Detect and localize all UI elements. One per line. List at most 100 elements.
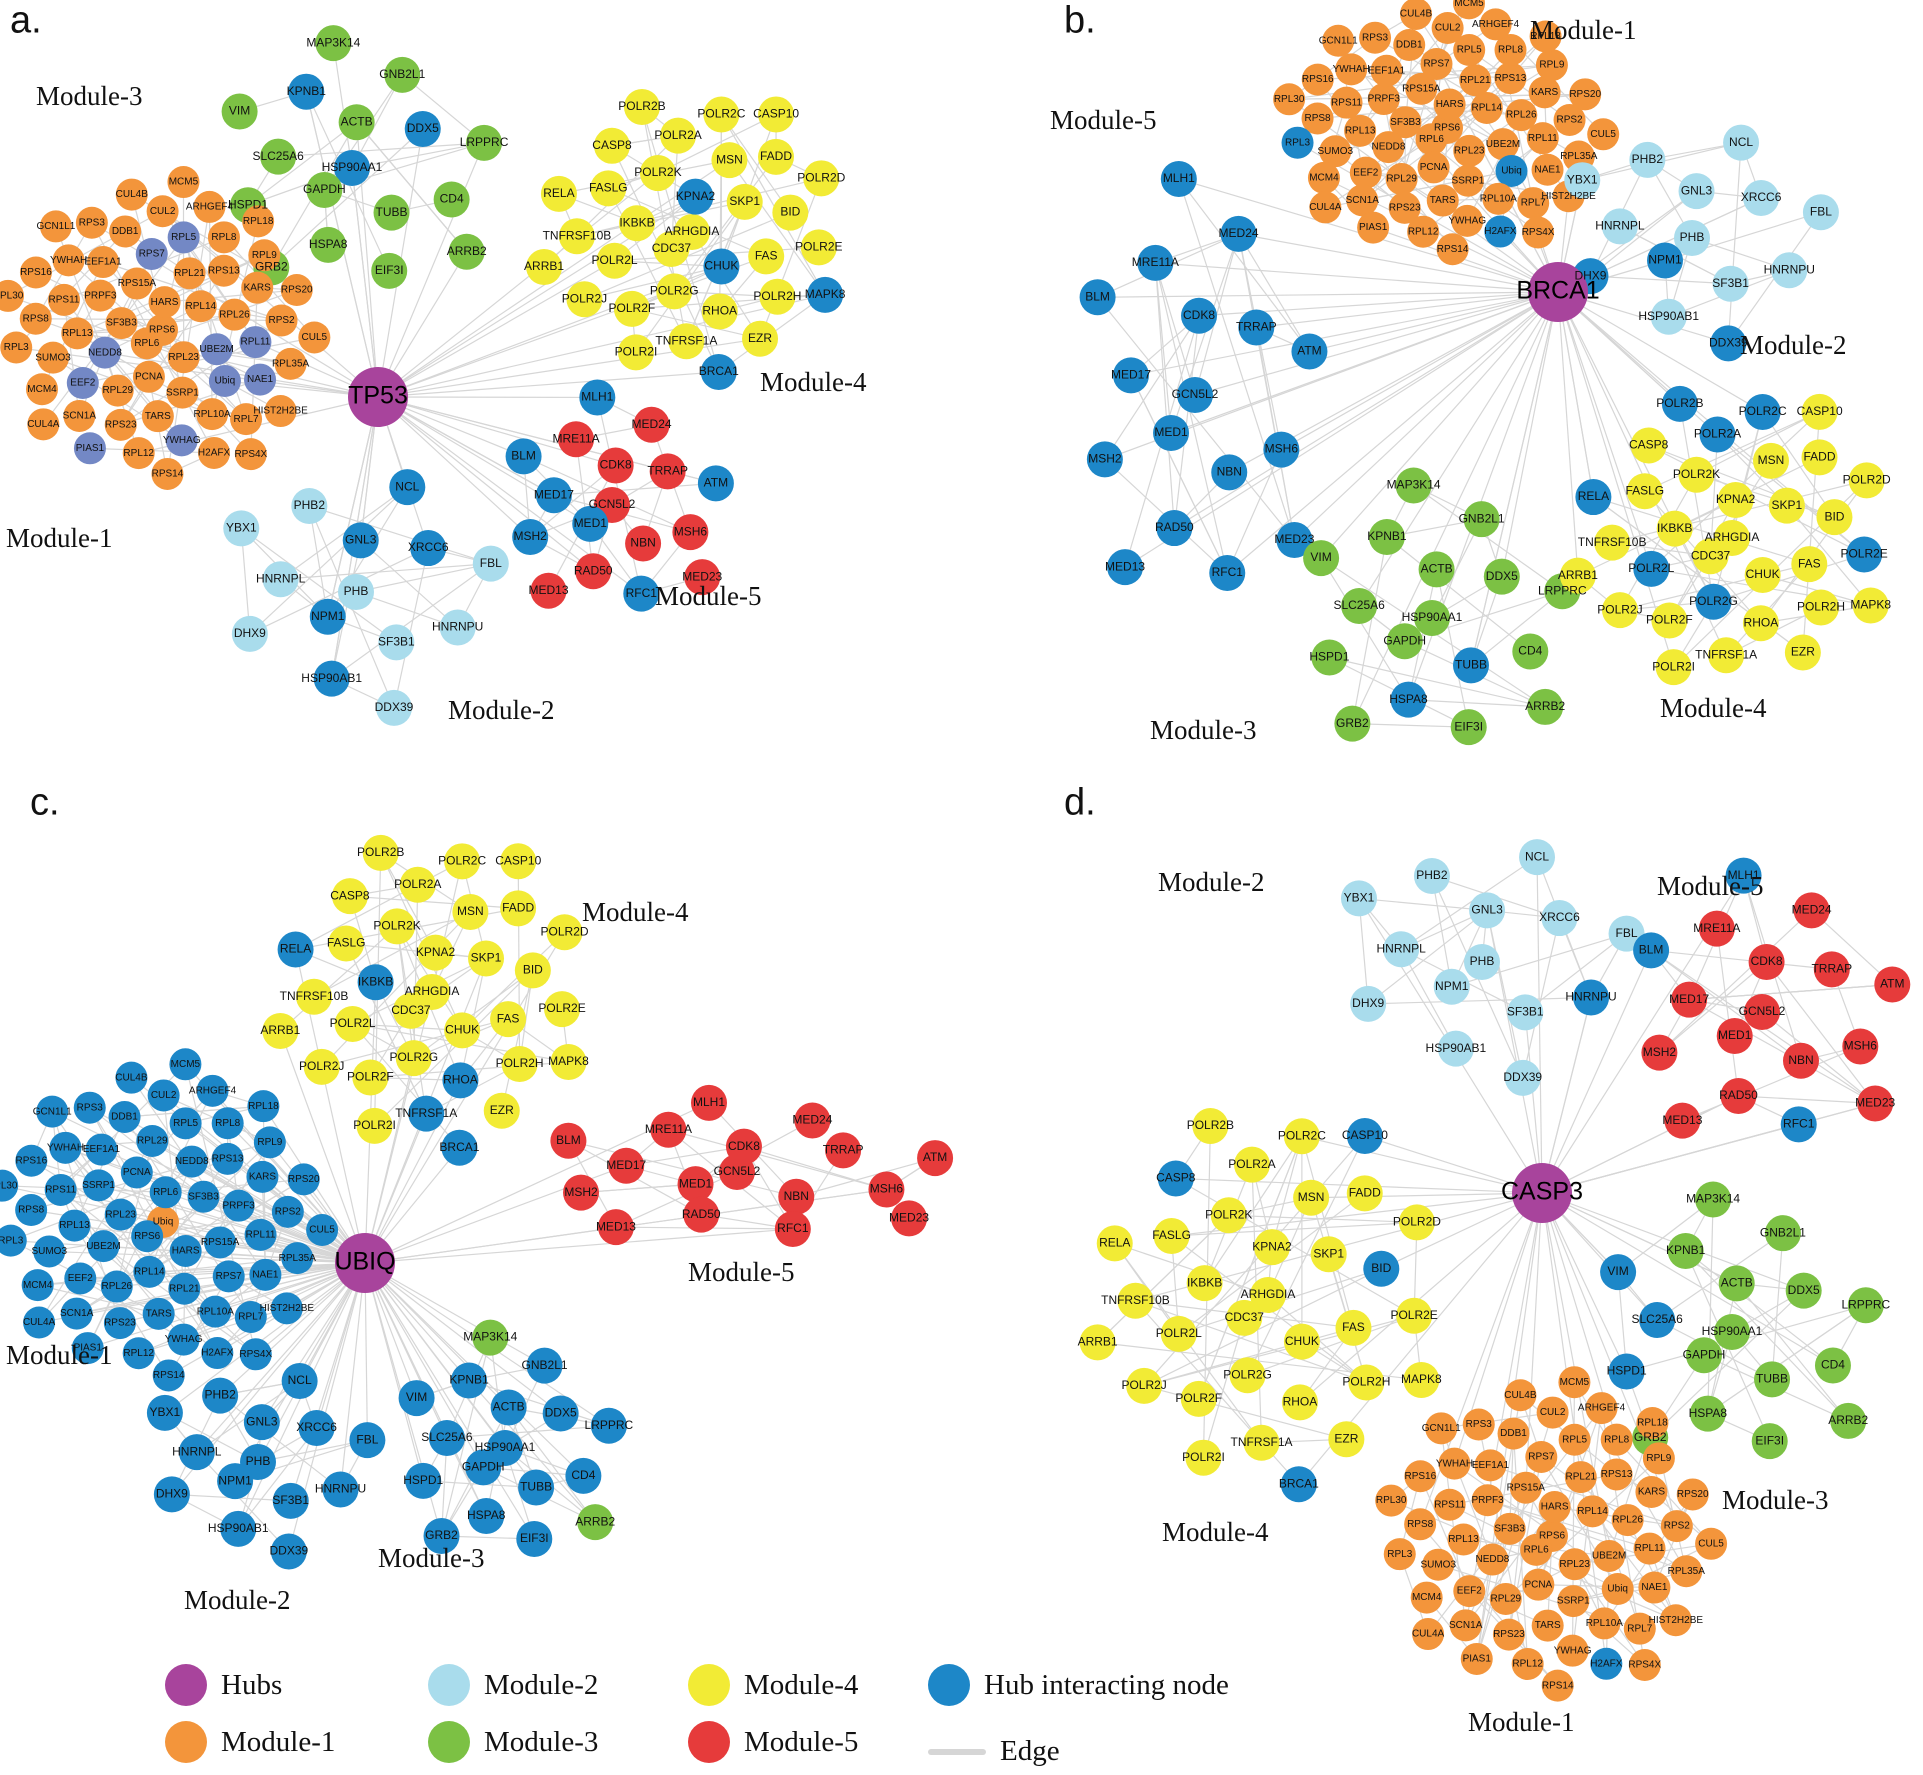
node-RPL12[interactable] bbox=[122, 437, 155, 470]
node-POLR2C[interactable] bbox=[1744, 393, 1781, 430]
node-DDX39[interactable] bbox=[1504, 1059, 1541, 1096]
node-CASP8[interactable] bbox=[331, 878, 368, 915]
node-RPS6[interactable] bbox=[131, 1220, 164, 1253]
node-RPL23[interactable] bbox=[104, 1198, 137, 1231]
node-POLR2K[interactable] bbox=[379, 908, 416, 945]
node-DDX5[interactable] bbox=[1785, 1272, 1822, 1309]
node-TNFRSF10B[interactable] bbox=[1594, 524, 1631, 561]
node-HARS[interactable] bbox=[148, 286, 181, 319]
node-RPL35A[interactable] bbox=[1670, 1555, 1703, 1588]
node-FASLG[interactable] bbox=[1626, 473, 1663, 510]
node-RPS15A[interactable] bbox=[1405, 72, 1438, 105]
node-RFC1[interactable] bbox=[1209, 555, 1246, 592]
node-RPS11[interactable] bbox=[1433, 1488, 1466, 1521]
node-YBX1[interactable] bbox=[1564, 162, 1601, 199]
node-POLR2L[interactable] bbox=[1160, 1315, 1197, 1352]
node-PCNA[interactable] bbox=[120, 1156, 153, 1189]
node-POLR2E[interactable] bbox=[1396, 1297, 1433, 1334]
node-POLR2J[interactable] bbox=[1601, 592, 1638, 629]
node-KARS[interactable] bbox=[246, 1160, 279, 1193]
node-TRRAP[interactable] bbox=[1813, 951, 1850, 988]
node-BRCA1[interactable] bbox=[441, 1129, 478, 1166]
node-CD4[interactable] bbox=[1512, 633, 1549, 670]
node-RELA[interactable] bbox=[540, 175, 577, 212]
node-MED24[interactable] bbox=[1220, 215, 1257, 252]
node-PIAS1[interactable] bbox=[1460, 1642, 1493, 1675]
node-PHB2[interactable] bbox=[1413, 858, 1450, 895]
node-RPL7[interactable] bbox=[1517, 187, 1550, 220]
node-RPS14[interactable] bbox=[152, 1359, 185, 1392]
node-GCN5L2[interactable] bbox=[1744, 994, 1780, 1030]
node-MRE11A[interactable] bbox=[1698, 910, 1735, 947]
node-YWHAG[interactable] bbox=[1451, 204, 1484, 237]
node-DDX5[interactable] bbox=[542, 1395, 579, 1432]
node-RPL6[interactable] bbox=[1415, 123, 1448, 156]
node-GNL3[interactable] bbox=[1469, 892, 1506, 929]
node-FBL[interactable] bbox=[472, 545, 509, 582]
node-RPS14[interactable] bbox=[151, 457, 184, 490]
node-RPL10A[interactable] bbox=[199, 1295, 232, 1328]
node-FASLG[interactable] bbox=[1153, 1218, 1190, 1255]
node-POLR2D[interactable] bbox=[803, 160, 840, 197]
node-RPL29[interactable] bbox=[1385, 163, 1418, 196]
hub-TP53[interactable] bbox=[348, 367, 408, 427]
node-CD4[interactable] bbox=[1814, 1347, 1851, 1384]
node-POLR2B[interactable] bbox=[623, 89, 660, 126]
node-SKP1[interactable] bbox=[1768, 487, 1805, 524]
node-HIST2H2BE[interactable] bbox=[1659, 1604, 1692, 1637]
node-POLR2F[interactable] bbox=[1651, 602, 1688, 639]
node-SCN1A[interactable] bbox=[63, 399, 96, 432]
node-EEF2[interactable] bbox=[1349, 156, 1382, 189]
node-KARS[interactable] bbox=[1528, 76, 1561, 109]
node-DDX39[interactable] bbox=[375, 689, 412, 726]
node-GNL3[interactable] bbox=[342, 522, 379, 559]
node-XRCC6[interactable] bbox=[1541, 900, 1578, 937]
node-RHOA[interactable] bbox=[701, 293, 738, 330]
node-CHUK[interactable] bbox=[1744, 557, 1781, 594]
node-RPL11[interactable] bbox=[1633, 1532, 1666, 1565]
node-POLR2B[interactable] bbox=[1192, 1107, 1229, 1144]
node-RPL18[interactable] bbox=[247, 1090, 280, 1123]
node-MCM4[interactable] bbox=[1307, 161, 1340, 194]
node-RPL6[interactable] bbox=[149, 1176, 182, 1209]
node-HSP90AB1[interactable] bbox=[1650, 298, 1687, 335]
node-HIST2H2BE[interactable] bbox=[270, 1292, 303, 1325]
node-HSPD1[interactable] bbox=[1311, 639, 1348, 676]
node-MED24[interactable] bbox=[1793, 892, 1830, 929]
node-PHB[interactable] bbox=[1674, 220, 1710, 256]
node-PRPF3[interactable] bbox=[1367, 83, 1400, 116]
node-RPL8[interactable] bbox=[207, 221, 240, 254]
node-LRPPRC[interactable] bbox=[590, 1407, 627, 1444]
node-EEF2[interactable] bbox=[64, 1262, 97, 1295]
node-RPL9[interactable] bbox=[253, 1126, 286, 1159]
node-RPL14[interactable] bbox=[184, 290, 217, 323]
node-RPS14[interactable] bbox=[1436, 233, 1469, 266]
node-EZR[interactable] bbox=[742, 320, 779, 357]
node-VIM[interactable] bbox=[1600, 1254, 1637, 1291]
node-RPL12[interactable] bbox=[1511, 1647, 1544, 1680]
hub-UBIQ[interactable] bbox=[335, 1233, 395, 1293]
node-PRPF3[interactable] bbox=[222, 1189, 255, 1222]
node-RPS8[interactable] bbox=[19, 302, 52, 335]
node-GNB2L1[interactable] bbox=[1764, 1215, 1801, 1252]
node-YWHAH[interactable] bbox=[49, 1131, 82, 1164]
node-ARRB2[interactable] bbox=[1527, 688, 1564, 725]
node-MSH2[interactable] bbox=[512, 519, 549, 556]
node-GNB2L1[interactable] bbox=[1463, 501, 1500, 538]
node-PIAS1[interactable] bbox=[1357, 211, 1390, 244]
node-SF3B3[interactable] bbox=[187, 1180, 220, 1213]
node-NBN[interactable] bbox=[625, 525, 662, 562]
node-HARS[interactable] bbox=[1433, 88, 1466, 121]
node-TARS[interactable] bbox=[141, 400, 174, 433]
node-CUL2[interactable] bbox=[146, 195, 179, 228]
node-KARS[interactable] bbox=[241, 271, 274, 304]
node-FADD[interactable] bbox=[757, 138, 794, 175]
node-RPS15A[interactable] bbox=[120, 267, 153, 300]
node-POLR2F[interactable] bbox=[352, 1059, 389, 1096]
node-EEF1A1[interactable] bbox=[1474, 1449, 1507, 1482]
node-POLR2L[interactable] bbox=[596, 242, 633, 279]
node-ATM[interactable] bbox=[1291, 333, 1328, 370]
node-RHOA[interactable] bbox=[1742, 605, 1779, 642]
node-RPS4X[interactable] bbox=[239, 1338, 272, 1371]
node-MED17[interactable] bbox=[1112, 357, 1149, 394]
